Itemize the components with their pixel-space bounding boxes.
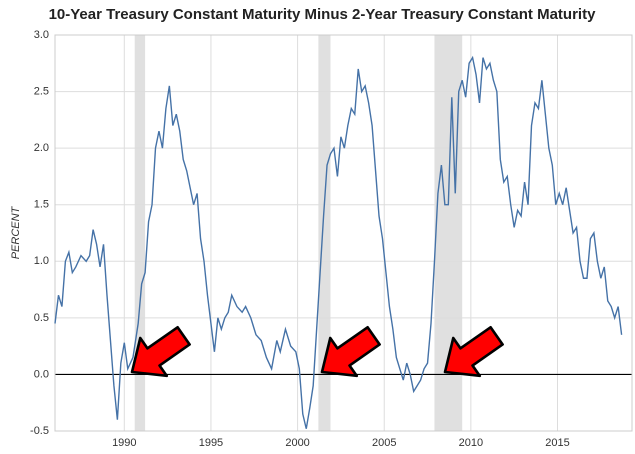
y-tick-label: 2.5 <box>34 85 49 97</box>
plot-area <box>54 34 633 432</box>
arrow <box>130 325 191 378</box>
x-tick-label: 2000 <box>285 437 309 449</box>
y-tick-label: 1.5 <box>34 199 49 211</box>
y-tick-label: 2.0 <box>34 142 49 154</box>
y-axis-label: PERCENT <box>10 205 22 259</box>
x-tick-label: 2015 <box>545 437 569 449</box>
recession-band <box>318 35 331 431</box>
annotation-arrows <box>130 325 504 378</box>
recession-band <box>134 35 146 431</box>
y-tick-label: -0.5 <box>30 425 49 437</box>
y-tick-label: 0.5 <box>34 312 49 324</box>
x-tick-label: 1995 <box>199 437 223 449</box>
x-tick-label: 2005 <box>372 437 396 449</box>
x-tick-label: 2010 <box>459 437 483 449</box>
arrow <box>320 325 381 378</box>
data-line <box>54 55 623 429</box>
y-tick-label: 3.0 <box>34 29 49 41</box>
y-tick-label: 0.0 <box>34 368 49 380</box>
plot-border <box>54 34 633 432</box>
arrow <box>443 325 504 378</box>
x-tick-label: 1990 <box>112 437 136 449</box>
y-tick-label: 1.0 <box>34 255 49 267</box>
chart-title: 10-Year Treasury Constant Maturity Minus… <box>49 6 596 23</box>
